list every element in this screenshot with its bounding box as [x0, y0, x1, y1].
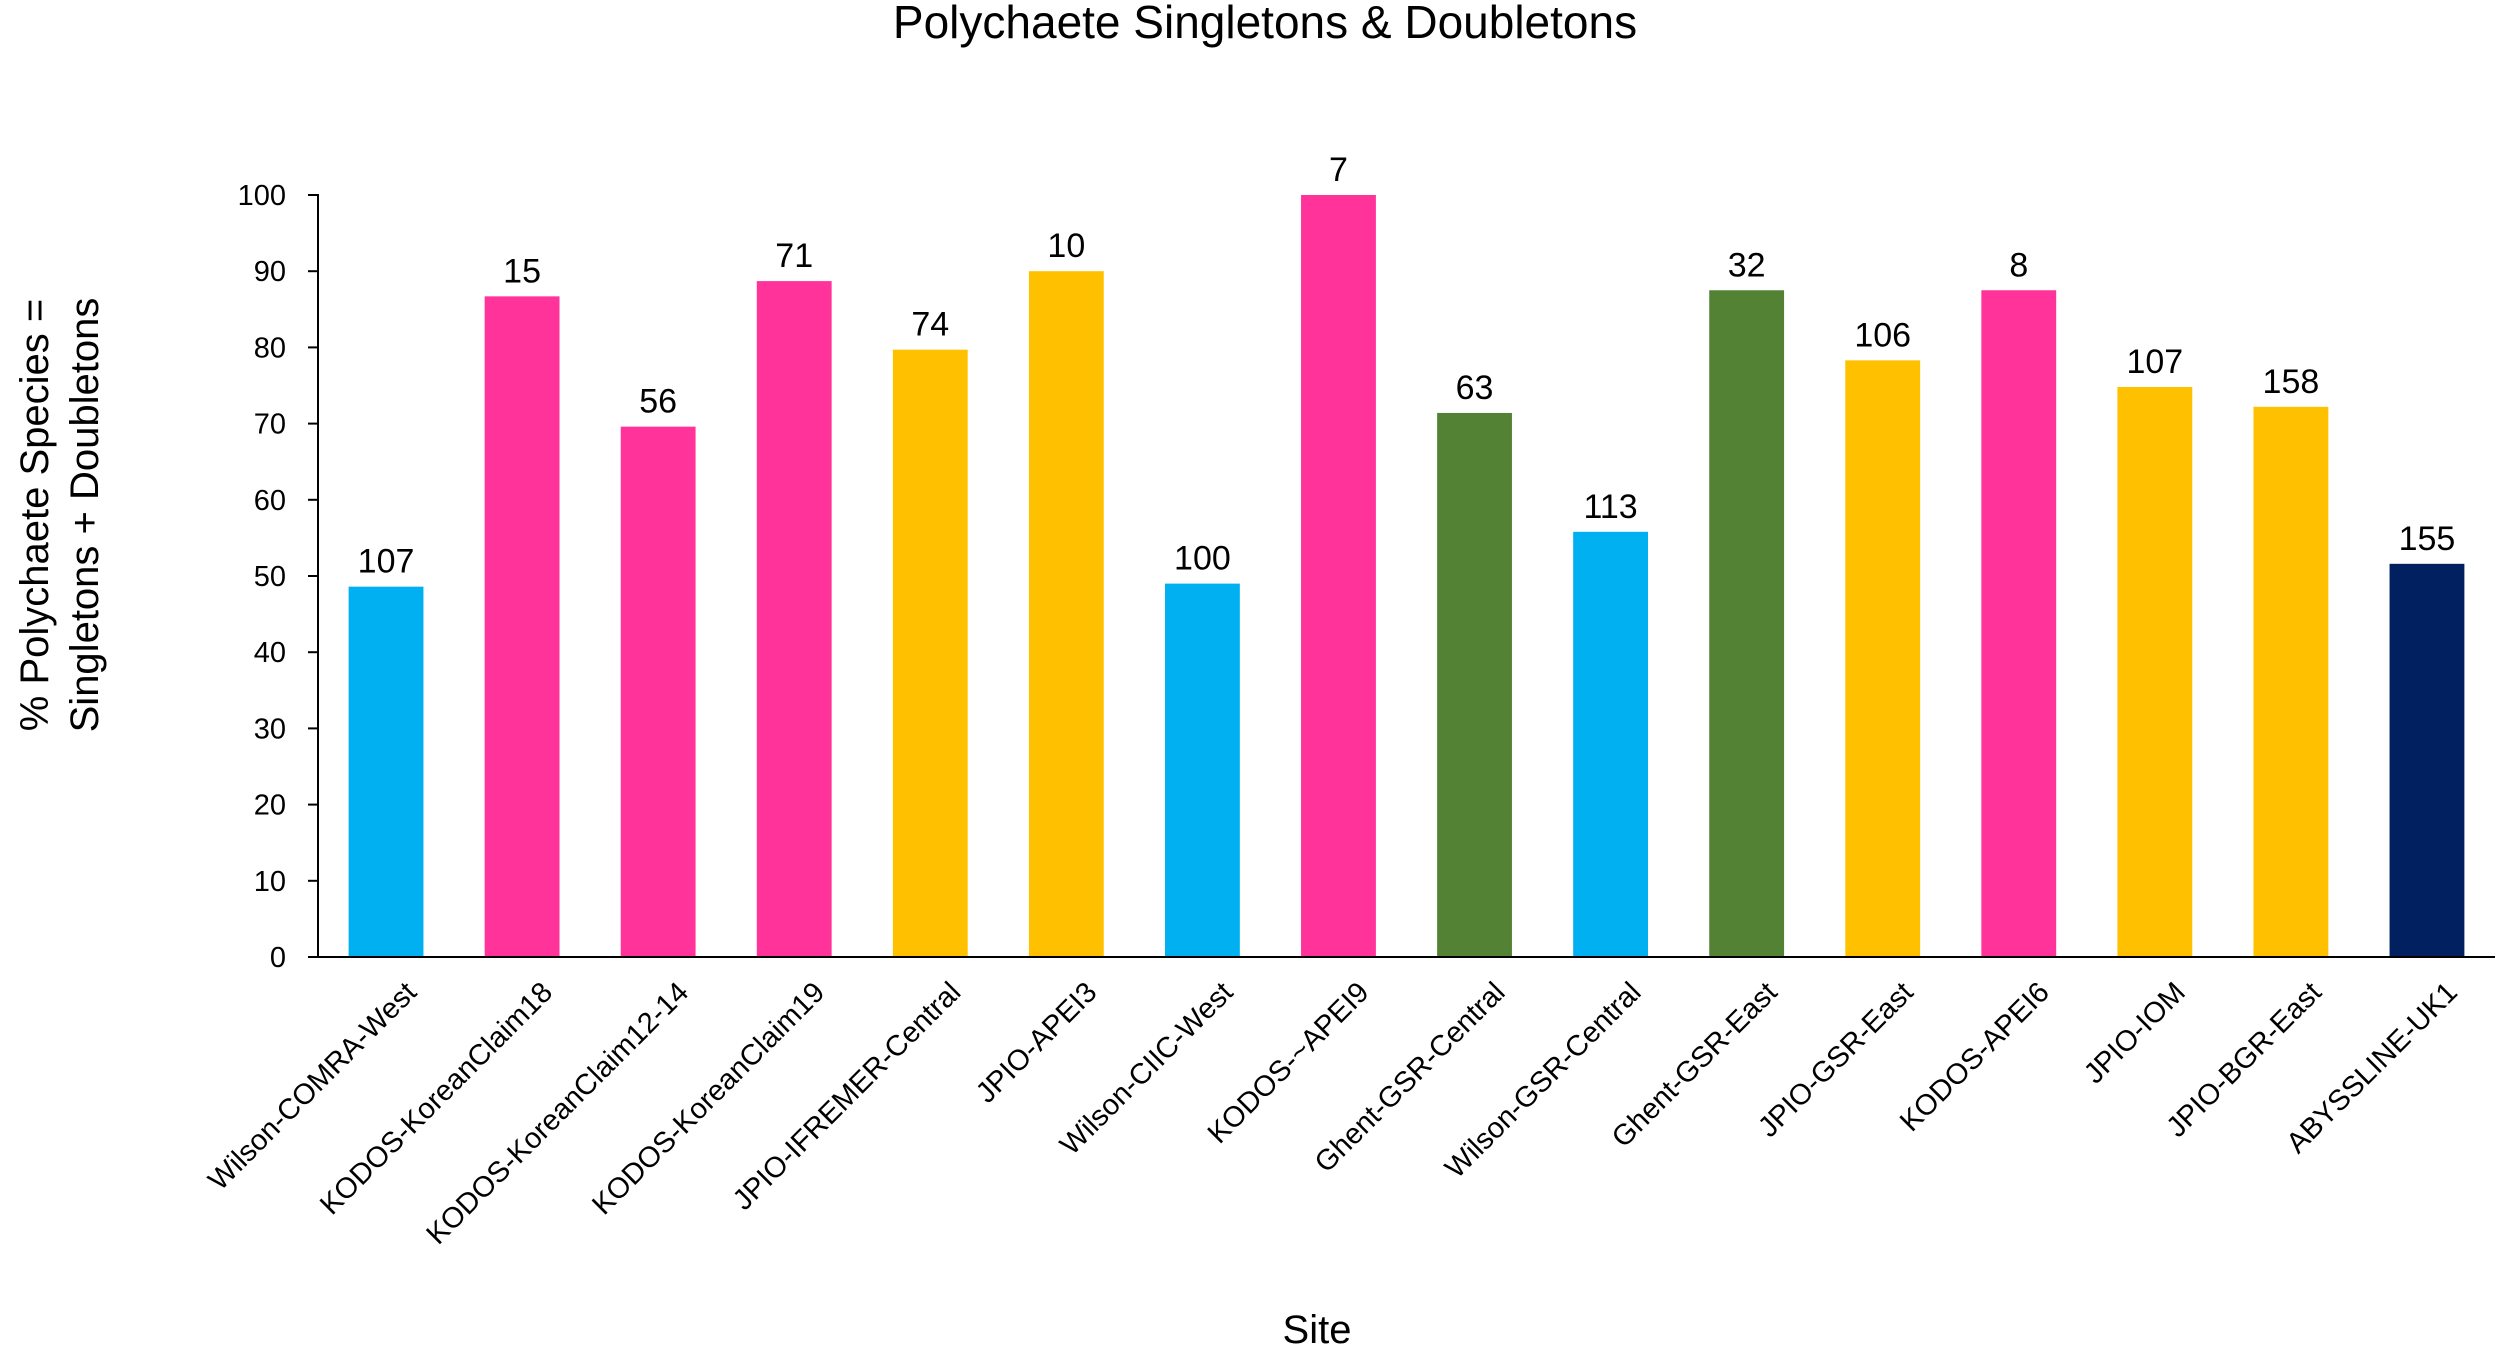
data-labels: 107 15 56 71 74 10 100 7 63 113 32 106 8 107 158 155 [358, 151, 2456, 581]
y-tick-label: 40 [254, 637, 286, 669]
x-tick-label: KODOS-KoreanClaim19 [586, 976, 831, 1221]
y-tick-label: 80 [254, 332, 286, 364]
x-tick-label: JPIO-IOM [2078, 976, 2192, 1090]
data-label-1: 107 [358, 543, 415, 581]
y-tick-label: 50 [254, 561, 286, 593]
data-label-9: 63 [1456, 369, 1494, 407]
y-tick-label: 100 [238, 180, 286, 212]
bar-11 [1709, 290, 1785, 957]
data-label-6: 10 [1047, 227, 1085, 265]
bar-8 [1301, 195, 1376, 957]
data-label-4: 71 [775, 237, 813, 275]
bar-16 [2389, 563, 2465, 957]
data-label-10: 113 [1583, 488, 1637, 526]
y-tick-label: 0 [270, 942, 286, 974]
data-label-5: 74 [911, 306, 949, 344]
bar-14 [2117, 387, 2193, 957]
bar-13 [1981, 290, 2057, 957]
x-tick-label: KODOS-KoreanClaim18 [314, 976, 559, 1221]
y-tick-label: 90 [254, 256, 286, 288]
y-axis-ticks: 0 10 20 30 40 50 60 70 80 90 100 [238, 180, 318, 974]
x-axis-title: Site [1283, 1308, 1352, 1351]
bar-2 [484, 296, 560, 957]
data-label-2: 15 [503, 252, 541, 290]
bar-7 [1164, 583, 1240, 957]
x-tick-label: JPIO-APEI3 [970, 976, 1103, 1109]
y-axis-title-line-2: Singletons + Doubletons [63, 298, 107, 733]
x-tick-label: KODOS-KoreanClaim12-14 [421, 976, 696, 1251]
y-axis-title-line-1: % Polychaete Species = [13, 299, 57, 731]
data-label-11: 32 [1728, 246, 1766, 284]
bar-6 [1028, 271, 1104, 957]
chart-title: Polychaete Singletons & Doubletons [893, 0, 1637, 48]
x-axis-labels: Wilson-COMRA-WestKODOS-KoreanClaim18KODO… [202, 976, 2463, 1251]
data-label-12: 106 [1854, 316, 1911, 354]
data-label-14: 107 [2126, 343, 2183, 381]
y-tick-label: 10 [254, 866, 286, 898]
data-label-8: 7 [1329, 151, 1348, 189]
y-tick-label: 60 [254, 485, 286, 517]
y-tick-label: 30 [254, 713, 286, 745]
data-label-3: 56 [639, 383, 677, 421]
bar-15 [2253, 406, 2329, 957]
data-label-16: 155 [2399, 520, 2456, 558]
data-label-7: 100 [1174, 540, 1231, 578]
y-tick-label: 20 [254, 790, 286, 822]
bar-12 [1845, 360, 1921, 957]
bar-1 [348, 586, 424, 957]
bars [348, 195, 2465, 958]
bar-5 [892, 349, 968, 957]
bar-3 [620, 426, 696, 957]
data-label-15: 158 [2263, 363, 2320, 401]
data-label-13: 8 [2009, 246, 2028, 284]
y-axis-title: % Polychaete Species = Singletons + Doub… [13, 298, 107, 733]
bar-10 [1573, 531, 1649, 957]
x-tick-label: KODOS-APEI6 [1894, 976, 2056, 1138]
x-tick-label: JPIO-IFREMER-Central [727, 976, 967, 1216]
y-tick-label: 70 [254, 409, 286, 441]
bar-4 [756, 281, 832, 958]
bar-9 [1437, 412, 1512, 957]
